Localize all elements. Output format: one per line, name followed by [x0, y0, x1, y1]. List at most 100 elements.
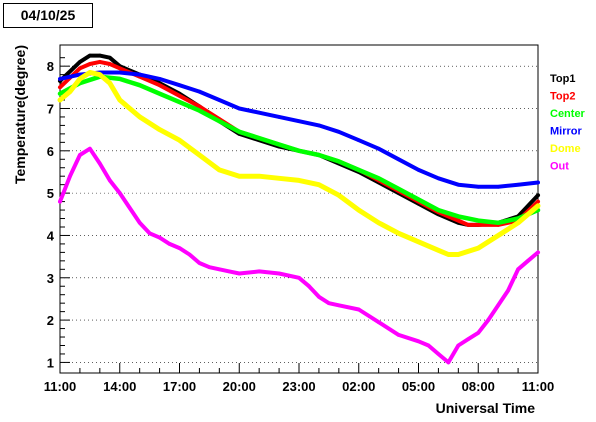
data-point-out — [187, 252, 192, 257]
x-tick-label: 17:00 — [163, 379, 196, 394]
data-point-out — [317, 295, 321, 299]
data-point-center — [237, 130, 242, 134]
series-layer — [57, 53, 541, 365]
data-point-mirror — [496, 185, 501, 189]
data-point-dome — [108, 81, 112, 85]
data-point-top2 — [88, 62, 92, 66]
data-point-out — [476, 331, 481, 335]
data-point-out — [78, 153, 82, 157]
data-point-dome — [157, 127, 162, 132]
data-point-mirror — [217, 98, 222, 102]
data-point-dome — [396, 231, 401, 236]
data-point-dome — [177, 138, 182, 142]
data-point-center — [118, 77, 122, 81]
data-point-out — [446, 360, 451, 365]
data-point-top2 — [456, 218, 461, 223]
y-tick-label: 1 — [47, 355, 54, 370]
data-point-mirror — [357, 138, 361, 142]
data-point-out — [227, 269, 232, 274]
data-point-dome — [197, 153, 202, 157]
data-point-out — [147, 231, 152, 236]
data-point-center — [297, 149, 301, 153]
data-point-out — [157, 235, 162, 240]
data-point-mirror — [118, 70, 122, 75]
data-point-mirror — [177, 83, 182, 87]
data-point-dome — [237, 174, 242, 178]
data-point-dome — [376, 221, 381, 225]
data-point-dome — [317, 182, 321, 187]
data-point-out — [307, 284, 311, 289]
data-point-mirror — [516, 182, 520, 187]
data-point-out — [68, 174, 72, 178]
y-tick-label: 7 — [47, 101, 54, 116]
data-point-center — [317, 153, 321, 157]
y-tick-label: 2 — [47, 313, 54, 328]
data-point-out — [137, 221, 142, 225]
y-tick-label: 4 — [47, 228, 55, 243]
data-point-out — [118, 191, 122, 195]
y-tick-label: 8 — [47, 59, 54, 74]
data-point-dome — [357, 208, 361, 212]
data-point-mirror — [277, 115, 281, 119]
data-point-top2 — [476, 223, 481, 227]
data-point-center — [157, 91, 162, 96]
legend: Top1 Top2 Center Mirror Dome Out — [550, 73, 586, 173]
data-point-out — [486, 318, 491, 322]
data-point-out — [416, 339, 421, 344]
data-point-mirror — [317, 123, 321, 128]
data-point-mirror — [436, 176, 441, 181]
data-point-top2 — [157, 83, 162, 87]
data-point-mirror — [237, 106, 242, 111]
x-tick-label: 11:00 — [44, 379, 77, 394]
series-line-mirror — [58, 70, 540, 189]
data-point-out — [237, 271, 242, 276]
data-point-out — [277, 271, 281, 276]
x-tick-label: 11:00 — [522, 379, 555, 394]
data-point-center — [357, 168, 361, 172]
data-point-top1 — [88, 53, 92, 58]
data-point-dome — [456, 252, 461, 257]
x-tick-label: 08:00 — [462, 379, 495, 394]
data-point-dome — [436, 248, 441, 253]
data-point-mirror — [197, 89, 202, 94]
data-point-mirror — [376, 146, 381, 151]
data-point-out — [426, 343, 431, 348]
data-point-top2 — [58, 85, 62, 90]
data-point-center — [277, 142, 281, 147]
data-point-out — [108, 178, 112, 183]
data-point-dome — [476, 246, 481, 250]
y-tick-label: 6 — [47, 144, 54, 159]
y-tick-label: 3 — [47, 271, 54, 286]
data-point-out — [217, 267, 222, 272]
data-point-center — [137, 83, 142, 87]
data-point-mirror — [297, 119, 301, 123]
data-point-out — [466, 337, 471, 341]
data-point-dome — [516, 221, 520, 225]
data-point-mirror — [536, 180, 540, 185]
data-point-out — [456, 343, 461, 348]
data-point-dome — [297, 178, 301, 183]
y-tick-label: 5 — [47, 186, 54, 201]
data-point-out — [327, 301, 331, 306]
data-point-mirror — [416, 168, 421, 172]
legend-label-top2: Top2 — [550, 91, 575, 103]
data-point-out — [58, 199, 62, 204]
data-point-dome — [137, 115, 142, 119]
data-point-center — [456, 214, 461, 219]
data-point-out — [496, 303, 501, 308]
data-point-center — [376, 176, 381, 181]
data-point-top1 — [98, 53, 102, 58]
data-point-out — [526, 259, 530, 263]
legend-label-out: Out — [550, 161, 569, 173]
data-point-top2 — [78, 66, 82, 71]
x-tick-label: 23:00 — [282, 379, 315, 394]
x-tick-label: 02:00 — [342, 379, 375, 394]
data-point-dome — [277, 176, 281, 181]
data-point-out — [516, 267, 520, 272]
y-axis-title: Temperature(degree) — [12, 45, 28, 184]
chart-title: 04/10/25 — [3, 3, 93, 28]
series-line-out — [58, 146, 540, 365]
data-point-center — [436, 208, 441, 212]
data-point-out — [177, 246, 182, 250]
